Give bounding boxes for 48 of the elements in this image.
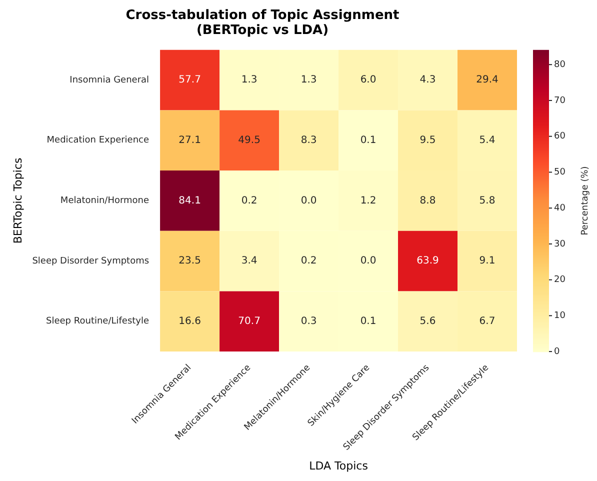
data-label: 6.7 [479,316,496,327]
data-label: 84.1 [178,195,201,206]
data-label: 0.1 [360,316,376,327]
data-label: 23.5 [178,256,201,267]
y-axis-title: BERTopic Topics [11,158,24,244]
data-label: 8.8 [420,195,436,206]
color-bar-label: 20 [554,275,566,286]
data-label: 0.2 [300,256,317,267]
data-label: 1.3 [300,74,317,86]
data-label: 6.0 [360,74,376,86]
y-tick-label: Sleep Disorder Symptoms [32,256,150,266]
data-label: 5.8 [479,195,496,206]
data-label: 3.4 [241,256,258,267]
data-label: 0.3 [300,316,317,327]
data-label: 16.6 [178,316,201,327]
data-label: 57.7 [178,74,201,86]
data-label: 5.4 [479,134,496,146]
color-bar-label: 60 [554,132,566,142]
color-bar-label: 40 [554,203,566,214]
data-label: 0.1 [360,134,376,146]
data-label: 1.2 [360,195,376,206]
y-tick-label: Sleep Routine/Lifestyle [46,316,150,327]
data-label: 1.3 [241,74,258,86]
data-label: 0.2 [241,195,258,206]
data-label: 63.9 [416,256,439,267]
data-label: 27.1 [178,134,201,146]
chart-title: Cross-tabulation of Topic Assignment (BERTopic vs LDA) [126,8,400,38]
data-label: 70.7 [238,316,260,327]
data-label: 49.5 [238,134,260,146]
data-label: 9.5 [420,134,436,146]
y-tick-label: Insomnia General [70,75,150,86]
data-label: 0.0 [360,256,376,267]
data-label: 29.4 [476,74,498,86]
color-bar-label: 80 [554,60,566,70]
color-bar-label: 70 [554,96,566,106]
data-label: 5.6 [420,316,436,327]
color-bar-label: 0 [554,346,560,357]
color-bar-title: Percentage (%) [580,166,590,236]
x-axis-title: LDA Topics [309,459,368,472]
y-tick-label: Melatonin/Hormone [60,196,150,206]
y-tick-label: Medication Experience [46,136,150,146]
color-bar-label: 50 [554,168,566,178]
color-bar-label: 30 [554,239,566,250]
data-label: 9.1 [479,256,496,267]
data-label: 0.0 [300,195,317,206]
data-label: 4.3 [420,74,436,86]
data-label: 8.3 [300,134,317,146]
color-bar-label: 10 [554,311,566,322]
